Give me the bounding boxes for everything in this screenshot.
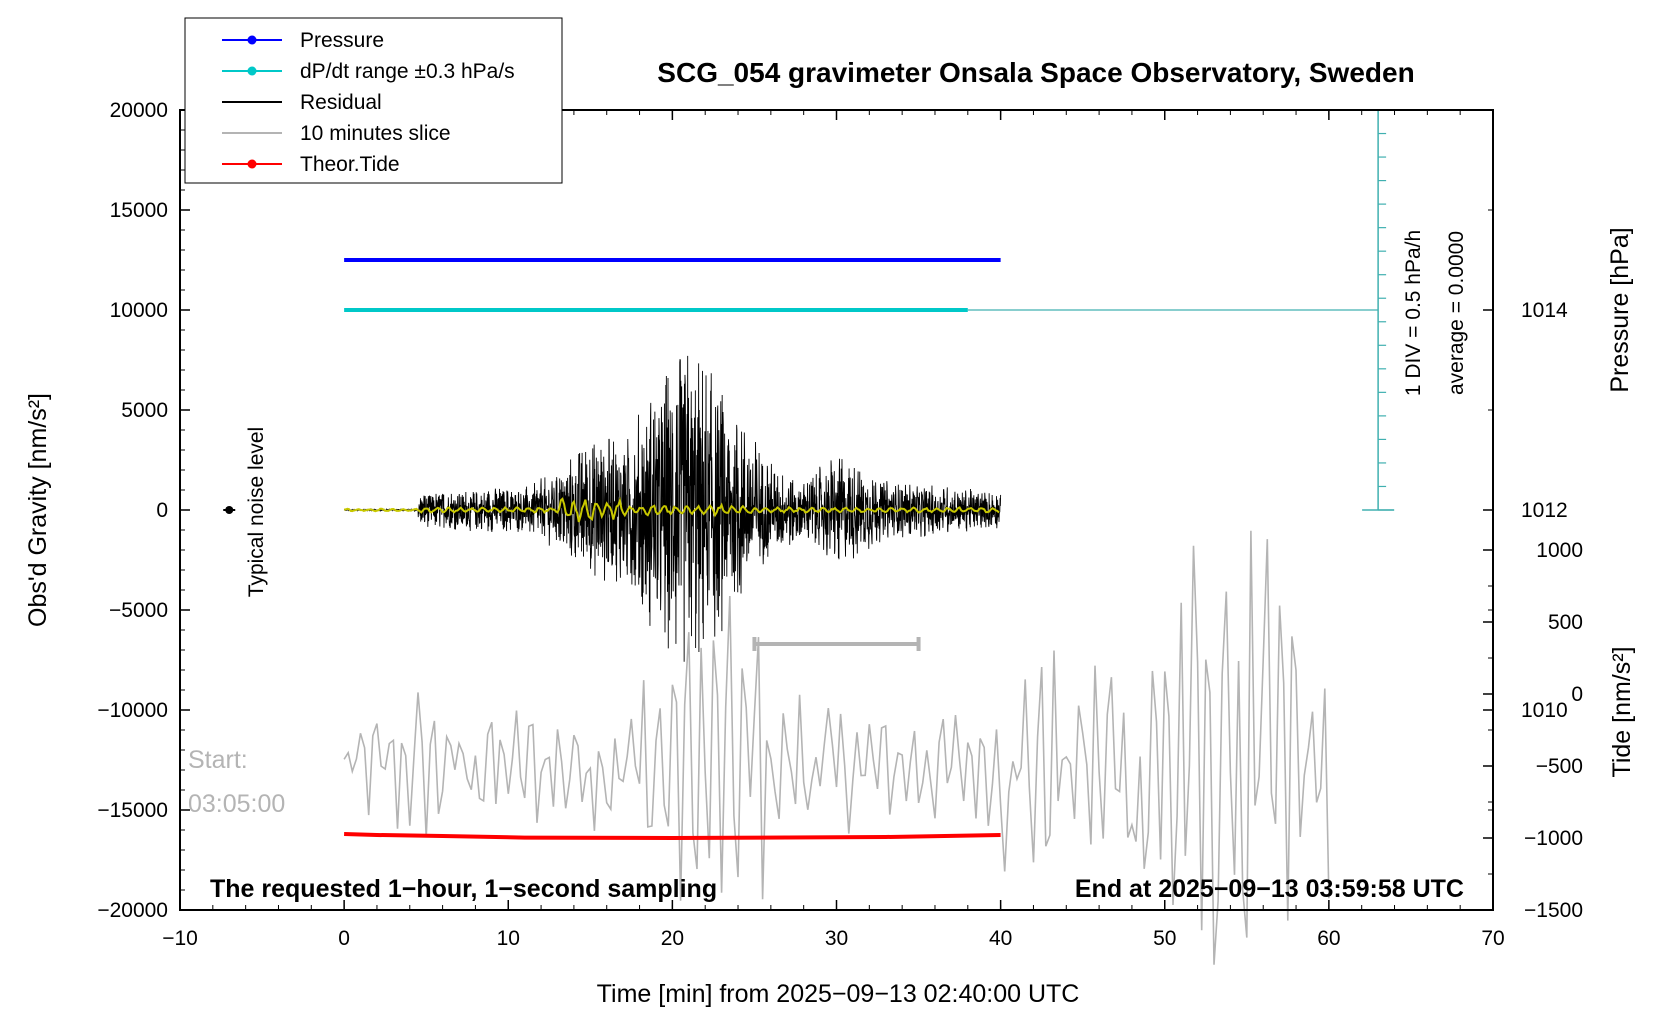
x-tick-label: 30 [825,927,848,950]
legend-marker [247,66,257,76]
reference-lines [223,258,1379,841]
legend-label: Theor.Tide [300,153,400,176]
slice-series [343,530,1330,965]
x-tick-label: 50 [1153,927,1176,950]
y-left-tick-label: 10000 [110,299,168,322]
legend-marker [247,159,257,169]
residual-line [343,355,1002,662]
noise-level-label: Typical noise level [245,427,268,597]
div-scale-label: 1 DIV = 0.5 hPa/h [1402,230,1425,396]
start-time: 03:05:00 [188,790,285,818]
x-tick-label: 40 [989,927,1012,950]
legend-label: 10 minutes slice [300,122,451,145]
x-tick-label: −10 [162,927,198,950]
start-label: Start: [188,746,248,774]
legend-box [184,17,563,184]
y-left-tick-label: 5000 [121,399,168,422]
legend-label: Pressure [300,29,384,52]
y-axis-title-left: Obs'd Gravity [nm/s²] [24,393,52,627]
x-tick-label: 60 [1317,927,1340,950]
y-tide-tick-label: 500 [1548,611,1583,634]
y-axis-title-tide: Tide [nm/s²] [1608,646,1636,777]
y-left-tick-label: −5000 [109,599,168,622]
y-tide-tick-label: 1000 [1536,539,1583,562]
sampling-note: The requested 1−hour, 1−second sampling [210,875,717,903]
axis-ticks: −10 0 10 20 30 40 50 60 7020000150001000050000−5… [97,99,1583,950]
legend-marker [247,35,257,45]
y-pressure-tick-label: 1014 [1521,299,1568,322]
yellow-trace-line [343,496,1000,523]
theor-tide-line [344,832,1001,841]
y-axis-title-pressure: Pressure [hPa] [1606,227,1634,392]
chart-title: SCG_054 gravimeter Onsala Space Observat… [657,57,1414,88]
end-time-note: End at 2025−09−13 03:59:58 UTC [1075,875,1464,903]
y-left-tick-label: 15000 [110,199,168,222]
y-tide-tick-label: −1000 [1524,827,1583,850]
y-tide-tick-label: 0 [1571,683,1583,706]
legend-label: dP/dt range ±0.3 hPa/s [300,60,515,83]
yellow-trace-series [343,496,1000,523]
residual-series [343,355,1002,662]
x-tick-label: 20 [661,927,684,950]
average-label: average = 0.0000 [1445,231,1468,395]
y-pressure-tick-label: 1010 [1521,699,1568,722]
y-left-tick-label: 20000 [110,99,168,122]
slice-line [343,530,1330,965]
x-tick-label: 70 [1481,927,1504,950]
noise-level-dot [225,506,234,514]
legend-label: Residual [300,91,382,114]
y-tide-tick-label: −500 [1536,755,1583,778]
y-tide-tick-label: −1500 [1524,899,1583,922]
x-axis-title: Time [min] from 2025−09−13 02:40:00 UTC [597,980,1080,1008]
x-tick-label: 10 [497,927,520,950]
x-tick-label: 0 [338,927,350,950]
legend-items: Pressure dP/dt range ±0.3 hPa/s Residual 10… [222,29,515,176]
y-left-tick-label: −20000 [97,899,168,922]
y-left-tick-label: 0 [156,499,168,522]
y-pressure-tick-label: 1012 [1521,499,1568,522]
legend: Pressure dP/dt range ±0.3 hPa/s Residual 10… [184,17,563,184]
y-left-tick-label: −10000 [97,699,168,722]
y-left-tick-label: −15000 [97,799,168,822]
